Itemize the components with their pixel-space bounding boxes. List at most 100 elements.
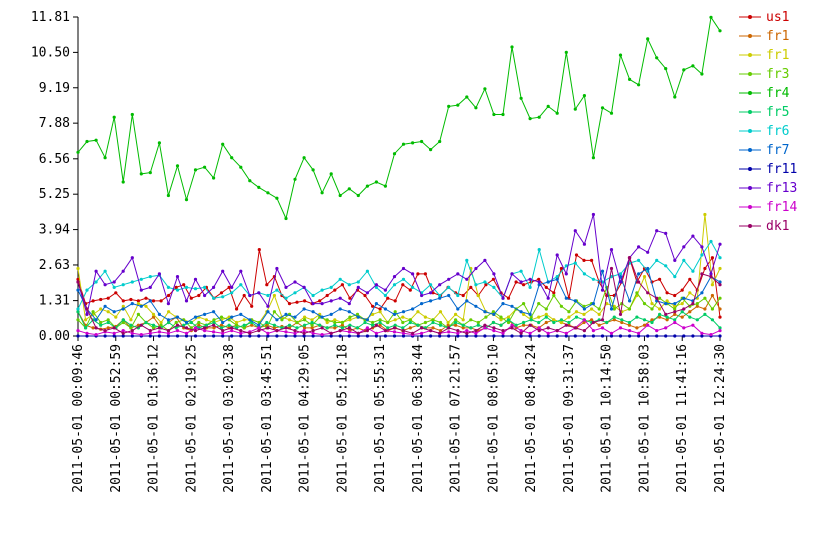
data-point: [275, 196, 279, 200]
data-point: [221, 334, 225, 338]
data-point: [121, 329, 125, 333]
y-tick-label: 5.25: [39, 187, 70, 202]
data-point: [514, 323, 518, 327]
data-point: [212, 176, 216, 180]
data-point: [469, 285, 473, 289]
data-point: [287, 318, 292, 322]
data-point: [139, 277, 143, 281]
legend-item: fr13: [739, 181, 797, 196]
data-point: [522, 323, 526, 327]
legend-swatch-marker: [748, 148, 752, 152]
data-point: [121, 269, 125, 273]
data-point: [230, 291, 234, 295]
data-point: [591, 302, 596, 306]
data-point: [248, 293, 252, 298]
data-point: [637, 334, 641, 338]
data-point: [456, 307, 460, 311]
data-point: [329, 285, 333, 289]
y-tick-label: 7.88: [39, 116, 70, 131]
data-point: [465, 299, 469, 303]
series-fr11-8: [76, 334, 722, 338]
data-point: [408, 318, 412, 322]
data-point: [365, 318, 369, 322]
data-point: [582, 312, 586, 316]
data-point: [248, 179, 252, 183]
data-point: [287, 302, 292, 306]
data-point: [193, 287, 198, 291]
data-point: [620, 318, 624, 322]
data-point: [203, 329, 207, 333]
data-point: [302, 331, 306, 335]
data-point: [673, 310, 677, 314]
data-point: [219, 315, 224, 319]
data-point: [555, 111, 559, 115]
data-point: [456, 334, 460, 338]
data-point: [673, 318, 677, 322]
data-point: [85, 288, 89, 292]
data-point: [340, 323, 344, 327]
legend-item: fr5: [739, 105, 789, 120]
data-point: [510, 304, 514, 308]
data-point: [106, 310, 110, 314]
data-point: [591, 156, 596, 160]
data-point: [600, 318, 605, 322]
data-point: [182, 283, 186, 287]
data-point: [76, 288, 80, 292]
data-point: [600, 106, 605, 110]
data-point: [420, 331, 424, 335]
data-point: [340, 283, 344, 287]
data-point: [703, 296, 707, 300]
data-point: [673, 95, 677, 99]
data-point: [121, 320, 125, 325]
data-point: [501, 334, 505, 338]
data-point: [461, 318, 465, 322]
data-point: [310, 326, 314, 330]
data-point: [114, 315, 118, 319]
x-tick-label: 2011-05-01 05:55:31: [373, 344, 388, 493]
data-point: [454, 318, 458, 322]
data-point: [157, 141, 161, 145]
data-point: [189, 296, 193, 300]
data-point: [456, 293, 460, 298]
data-point: [491, 320, 495, 325]
data-point: [628, 256, 632, 260]
data-point: [537, 326, 541, 330]
data-point: [469, 326, 473, 330]
data-point: [184, 326, 189, 330]
data-point: [574, 315, 579, 319]
data-point: [637, 245, 641, 249]
y-tick-label: 1.31: [39, 294, 70, 309]
data-point: [691, 64, 695, 68]
data-point: [429, 148, 433, 152]
data-point: [658, 315, 662, 319]
series-line: [77, 249, 721, 318]
x-tick-label: 2011-05-01 03:02:38: [222, 344, 237, 493]
data-point: [476, 293, 480, 298]
data-point: [221, 142, 225, 146]
x-tick-label: 2011-05-01 08:48:24: [524, 344, 539, 493]
data-point: [383, 334, 387, 338]
data-point: [374, 323, 378, 327]
data-point: [673, 293, 677, 298]
data-point: [203, 326, 207, 330]
x-tick-label: 2011-05-01 02:19:25: [184, 344, 199, 493]
data-point: [121, 283, 125, 287]
series-line: [77, 311, 721, 329]
data-point: [103, 269, 107, 273]
data-point: [709, 15, 713, 19]
data-point: [175, 323, 180, 327]
data-point: [378, 323, 382, 327]
data-point: [311, 168, 315, 172]
data-point: [333, 326, 337, 330]
data-point: [85, 312, 89, 316]
data-point: [658, 312, 662, 316]
data-point: [106, 326, 110, 330]
data-point: [506, 296, 511, 300]
data-point: [130, 112, 134, 117]
data-point: [333, 320, 337, 325]
data-point: [642, 275, 647, 279]
data-point: [446, 323, 450, 327]
legend-swatch-marker: [748, 110, 752, 114]
data-point: [355, 326, 360, 330]
data-point: [609, 248, 614, 252]
